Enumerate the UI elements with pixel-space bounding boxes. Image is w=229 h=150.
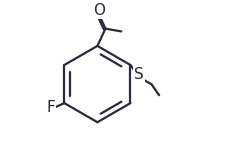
Text: O: O [92, 3, 104, 18]
Text: S: S [134, 67, 143, 82]
Text: F: F [47, 100, 55, 115]
